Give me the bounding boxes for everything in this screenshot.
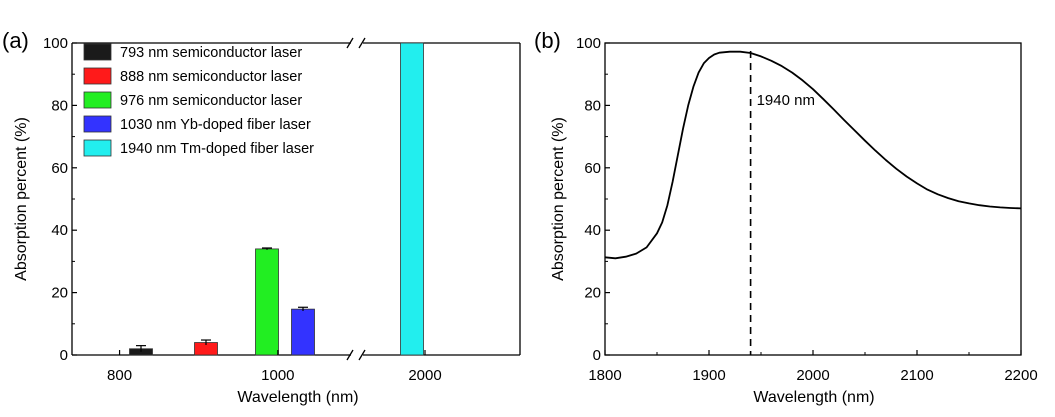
panel-b-xtick-label: 2000 xyxy=(796,367,829,384)
panel-a-bar-chart: (a) Wavelength (nm) Absorption percent (… xyxy=(2,28,521,406)
panel-b-label: (b) xyxy=(534,28,561,53)
panel-a-legend-swatch xyxy=(83,91,112,109)
panel-b-plot: 1940 nm xyxy=(604,50,1022,355)
panel-a-legend-label: 793 nm semiconductor laser xyxy=(120,45,302,61)
panel-a-ytick-label: 0 xyxy=(60,347,68,364)
panel-a-axis-break-mark xyxy=(358,37,366,49)
panel-b-ticks: 0 20 40 60 80 100 1800 1900 2000 2100 2200 xyxy=(576,35,1038,384)
panel-a-legend-swatch xyxy=(83,139,112,157)
panel-b-xtick-label: 1900 xyxy=(692,367,725,384)
panel-b-ytick-label: 20 xyxy=(584,285,601,302)
panel-a-axis-break-mark xyxy=(346,349,354,361)
panel-a-legend: 793 nm semiconductor laser 888 nm semicon… xyxy=(83,43,314,157)
panel-a-ytick-label: 100 xyxy=(43,35,68,52)
panel-a-legend-swatch xyxy=(83,115,112,133)
panel-a-xtick-label: 2000 xyxy=(408,367,441,384)
panel-b-annotation-label: 1940 nm xyxy=(757,92,815,109)
panel-a-legend-label: 888 nm semiconductor laser xyxy=(120,69,302,85)
panel-b-line-chart: (b) Wavelength (nm) Absorption percent (… xyxy=(534,28,1038,406)
panel-a-axis-break-mark xyxy=(346,37,354,49)
panel-a-axis-break-mark xyxy=(358,349,366,361)
panel-a-bars xyxy=(129,42,424,356)
panel-a-xlabel: Wavelength (nm) xyxy=(237,389,358,406)
panel-a-legend-swatch xyxy=(83,67,112,85)
panel-a-ytick-label: 80 xyxy=(51,97,68,114)
panel-a-xtick-label: 1000 xyxy=(261,367,294,384)
panel-b-ytick-label: 80 xyxy=(584,97,601,114)
panel-a-ylabel: Absorption percent (%) xyxy=(13,117,30,281)
panel-a-legend-label: 976 nm semiconductor laser xyxy=(120,93,302,109)
panel-b-ytick-label: 60 xyxy=(584,160,601,177)
panel-b-absorption-curve xyxy=(604,50,1022,260)
panel-b-ytick-label: 0 xyxy=(593,347,601,364)
panel-a-ticks: 0 20 40 60 80 100 800 1000 2000 xyxy=(43,35,442,384)
panel-a-xtick-label: 800 xyxy=(107,367,132,384)
panel-b-ytick-label: 40 xyxy=(584,222,601,239)
panel-b-xlabel: Wavelength (nm) xyxy=(753,389,874,406)
panel-b-xtick-label: 2100 xyxy=(900,367,933,384)
panel-a-bar xyxy=(255,248,279,356)
panel-a-label: (a) xyxy=(2,28,29,53)
panel-a-ytick-label: 60 xyxy=(51,160,68,177)
panel-a-ytick-label: 40 xyxy=(51,222,68,239)
panel-a-legend-label: 1940 nm Tm-doped fiber laser xyxy=(120,141,314,157)
panel-a-legend-label: 1030 nm Yb-doped fiber laser xyxy=(120,117,311,133)
panel-b-ylabel: Absorption percent (%) xyxy=(550,117,567,281)
panel-a-bar xyxy=(291,308,315,356)
panel-b-xtick-label: 1800 xyxy=(588,367,621,384)
panel-a-ytick-label: 20 xyxy=(51,285,68,302)
panel-b-ytick-label: 100 xyxy=(576,35,601,52)
panel-b-xtick-label: 2200 xyxy=(1004,367,1037,384)
panel-a-legend-swatch xyxy=(83,43,112,61)
panel-a-bar xyxy=(400,42,424,356)
